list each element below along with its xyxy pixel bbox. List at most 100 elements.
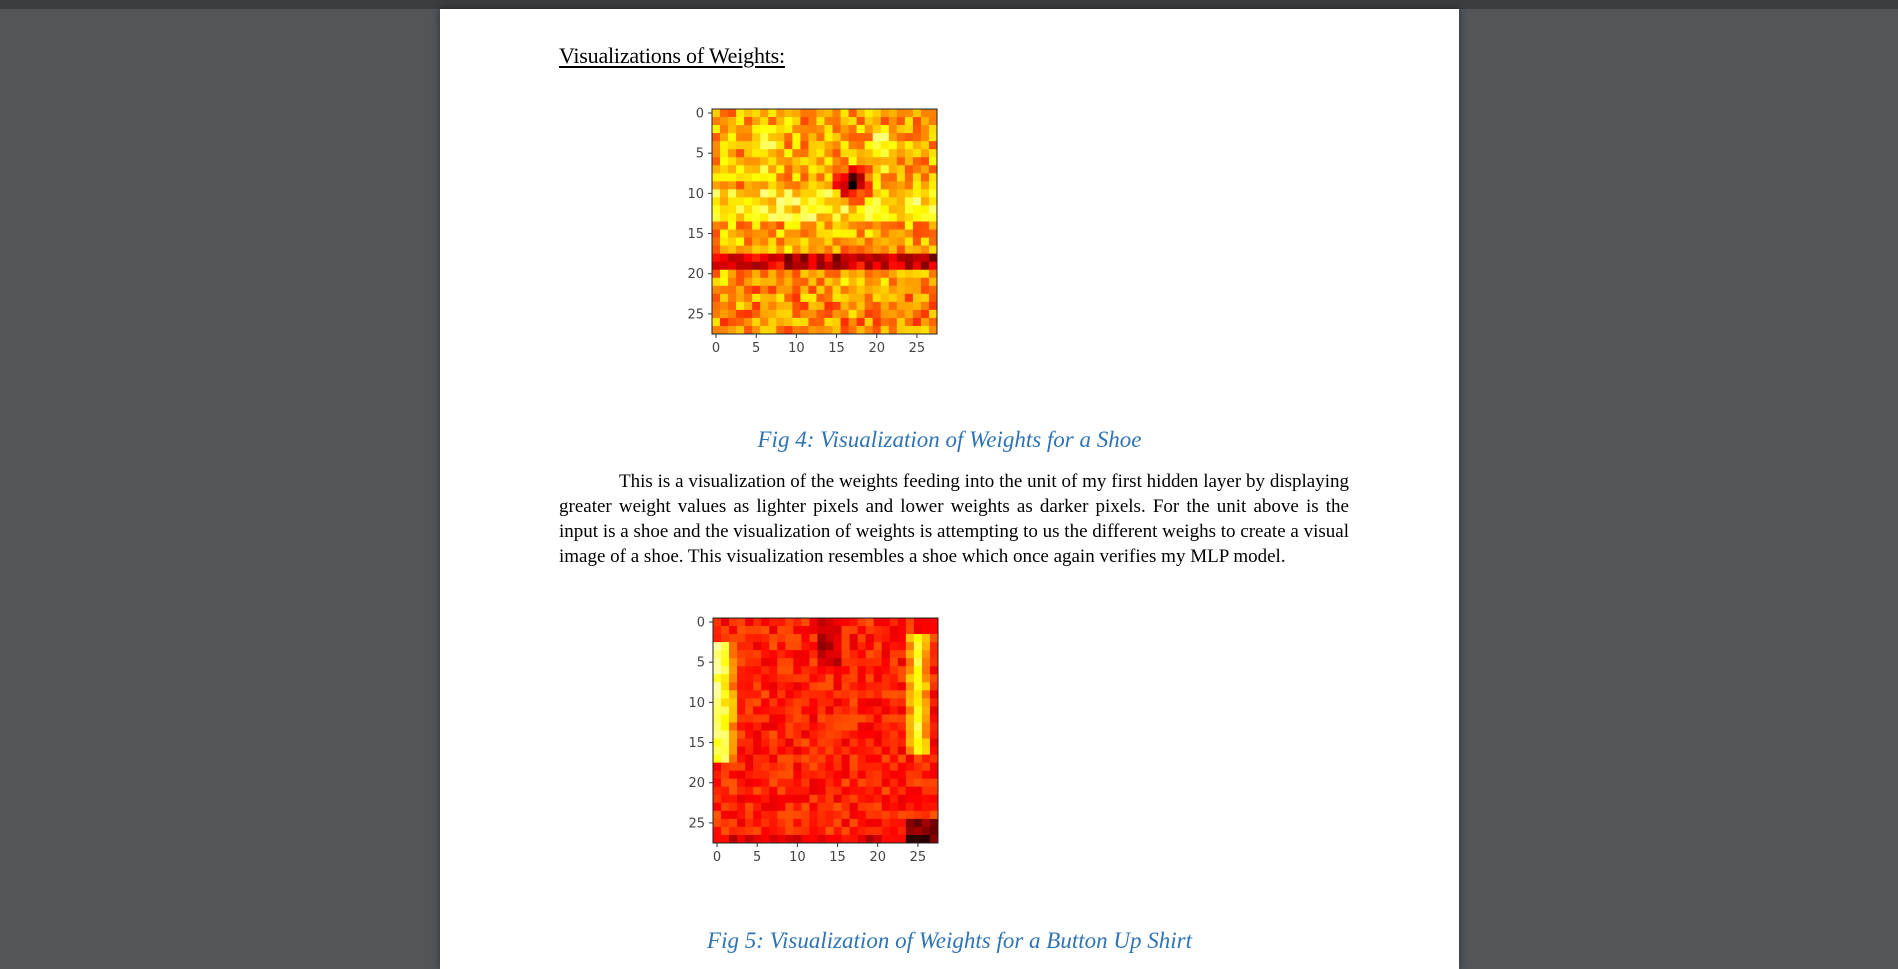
heatmap-cell [928,157,938,166]
heatmap-cell [841,722,851,731]
heatmap-cell [744,197,753,206]
heatmap-cell [761,834,770,844]
heatmap-cell [849,674,859,683]
heatmap-cell [904,125,914,134]
heatmap-cell [729,730,738,739]
heatmap-cell [729,682,738,691]
heatmap-cell [897,706,907,715]
heatmap-cell [753,626,762,635]
heatmap-cell [737,658,746,667]
heatmap-cell [921,674,931,683]
heatmap-cell [921,666,931,675]
heatmap-cell [736,293,745,303]
heatmap-cell [840,301,850,311]
heatmap-cell [920,269,930,279]
heatmap-cell [784,205,793,214]
heatmap-cell [728,133,737,142]
heatmap-cell [864,197,874,206]
heatmap-cell [897,674,907,683]
heatmap-cell [760,213,769,222]
heatmap-cell [929,722,939,731]
heatmap-cell [784,237,793,247]
heatmap-cell [896,109,906,118]
heatmap-cell [785,818,794,828]
heatmap-cell [728,269,737,279]
heatmap-cell [880,197,890,206]
heatmap-cell [824,117,833,126]
heatmap-cell [792,189,801,198]
heatmap-cell [817,618,826,627]
heatmap-cell [873,802,883,812]
heatmap-cell [800,173,809,182]
heatmap-cell [929,754,939,764]
heatmap-cell [849,642,859,651]
heatmap-cell [912,165,922,174]
heatmap-cell [856,173,866,182]
heatmap-cell [832,245,841,255]
heatmap-cell [785,826,794,836]
heatmap-cell [904,181,914,190]
heatmap-cell [841,746,851,756]
heatmap-cell [769,762,778,772]
heatmap-cell [825,674,834,683]
heatmap-cell [744,317,753,327]
heatmap-cell [785,618,794,627]
heatmap-cell [817,714,826,723]
heatmap-cell [721,666,730,675]
heatmap-cell [713,698,722,707]
heatmap-cell [744,117,753,126]
heatmap-cell [800,261,809,271]
heatmap-cell [929,658,939,667]
heatmap-cell [864,301,874,311]
heatmap-cell [897,778,907,788]
heatmap-cell [912,229,922,238]
heatmap-cell [808,237,817,247]
heatmap-cell [784,181,793,190]
heatmap-cell [809,666,818,675]
heatmap-cell [872,197,882,206]
heatmap-cell [745,826,754,836]
heatmap-cell [896,253,906,263]
heatmap-cell [864,245,874,255]
heatmap-cell [712,181,721,190]
heatmap-cell [744,277,753,287]
heatmap-cell [800,165,809,174]
heatmap-cell [832,317,841,327]
heatmap-cell [809,690,818,699]
heatmap-cell [769,722,778,731]
heatmap-cell [753,666,762,675]
heatmap-cell [865,682,875,691]
heatmap-cell [864,237,874,247]
heatmap-cell [713,802,722,812]
heatmap-cell [777,754,786,764]
heatmap-cell [824,149,833,158]
y-tick-label: 25 [688,816,705,831]
heatmap-cell [880,189,890,198]
heatmap-cell [832,133,841,142]
heatmap-cell [817,682,826,691]
heatmap-cell [792,229,801,238]
heatmap-cell [833,626,842,635]
heatmap-cell [808,301,817,311]
heatmap-cell [848,285,858,295]
heatmap-cell [865,722,875,731]
heatmap-cell [833,802,842,812]
heatmap-cell [817,666,826,675]
heatmap-cell [776,269,785,279]
heatmap-cell [833,618,842,627]
heatmap-cell [913,818,923,828]
heatmap-cell [753,818,762,828]
heatmap-cell [769,778,778,788]
heatmap-cell [769,786,778,796]
heatmap-cell [873,738,883,747]
heatmap-cell [816,189,825,198]
heatmap-cell [857,778,867,788]
heatmap-cell [896,317,906,327]
heatmap-cell [856,309,866,319]
heatmap-cell [768,325,777,335]
heatmap-cell [921,770,931,780]
heatmap-cell [817,626,826,635]
heatmap-cell [888,277,898,287]
heatmap-cell [888,245,898,255]
heatmap-cell [840,165,850,174]
